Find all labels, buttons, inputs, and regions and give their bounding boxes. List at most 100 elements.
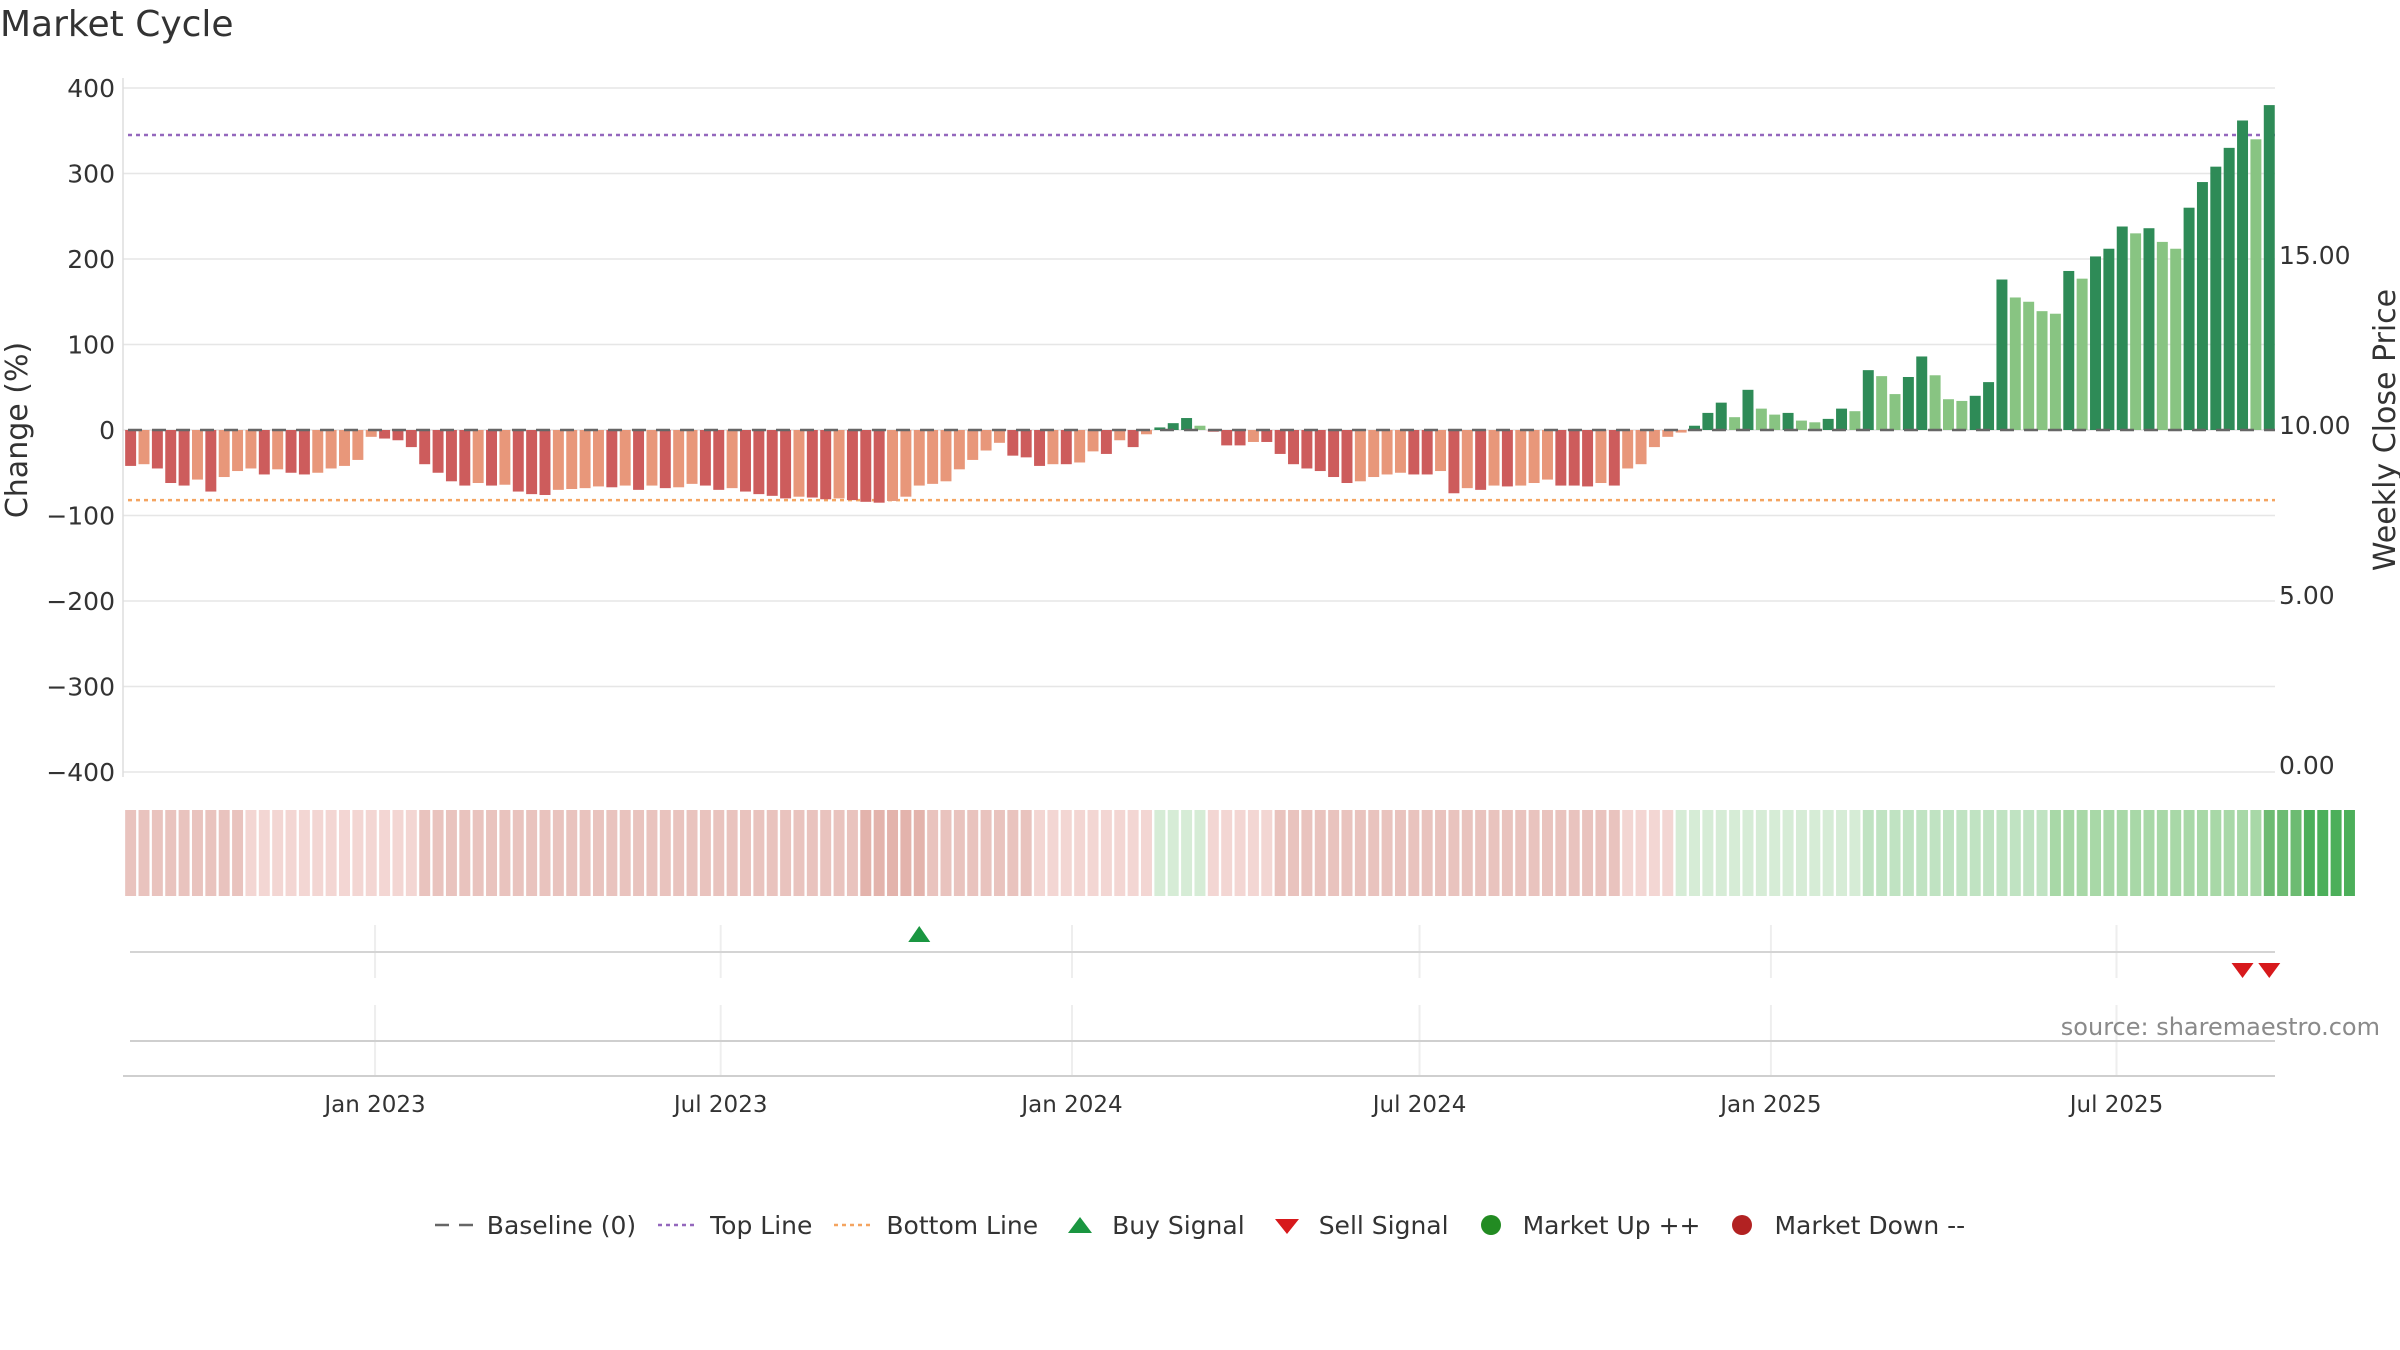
mood-strip-cell — [1154, 810, 1166, 896]
mood-strip-cell — [2237, 810, 2249, 896]
mood-strip-cell — [1408, 810, 1420, 896]
y-tick-label: 300 — [67, 160, 115, 189]
bar — [1622, 430, 1634, 469]
bar — [1956, 400, 1968, 430]
bar — [766, 430, 778, 496]
bar — [2170, 248, 2182, 430]
mood-strip-cell — [1047, 810, 1059, 896]
mood-strip-cell — [900, 810, 912, 896]
mood-strip-cell — [1448, 810, 1460, 896]
bar — [1167, 423, 1179, 430]
x-tick-label: Jul 2023 — [672, 1092, 768, 1118]
mood-strip-cell — [352, 810, 364, 896]
bar — [1007, 430, 1019, 456]
mood-strip-cell — [2183, 810, 2195, 896]
mood-strip-cell — [713, 810, 725, 896]
mood-strip-cell — [1836, 810, 1848, 896]
mood-strip-cell — [726, 810, 738, 896]
legend-item: Bottom Line — [834, 1211, 1038, 1240]
bar — [713, 430, 725, 490]
bar — [2250, 139, 2262, 431]
mood-strip-cell — [2009, 810, 2021, 896]
y-tick-label: −200 — [46, 587, 115, 616]
legend-item: Buy Signal — [1060, 1211, 1245, 1240]
bar — [1515, 430, 1527, 486]
mood-strip-cell — [1528, 810, 1540, 896]
bar — [1421, 430, 1433, 475]
mood-strip-cell — [125, 810, 137, 896]
mood-strip-cell — [1314, 810, 1326, 896]
bar — [1381, 430, 1393, 475]
mood-strip-cell — [392, 810, 404, 896]
mood-strip-cell — [953, 810, 965, 896]
mood-strip-cell — [1675, 810, 1687, 896]
bar — [191, 430, 203, 480]
mood-strip-cell — [2317, 810, 2329, 896]
bar — [1729, 417, 1741, 430]
bar — [205, 430, 217, 492]
bar — [405, 430, 417, 448]
mood-strip-cell — [1034, 810, 1046, 896]
mood-strip-cell — [459, 810, 471, 896]
bar — [1394, 430, 1406, 473]
mood-strip-cell — [2116, 810, 2128, 896]
bar — [1194, 425, 1206, 430]
bar — [1328, 430, 1340, 478]
legend-item: Baseline (0) — [434, 1211, 636, 1240]
mood-strip-cell — [1221, 810, 1233, 896]
mood-strip-cell — [1488, 810, 1500, 896]
mood-strip-cell — [1354, 810, 1366, 896]
bar — [1555, 430, 1567, 486]
mood-strip-cell — [1020, 810, 1032, 896]
mood-strip-cell — [218, 810, 230, 896]
bar — [1181, 418, 1193, 430]
legend-item: Sell Signal — [1267, 1211, 1449, 1240]
mood-strip-cell — [1729, 810, 1741, 896]
mood-strip-cell — [1475, 810, 1487, 896]
dash-line-icon — [434, 1223, 475, 1227]
dotted-line-icon — [658, 1223, 699, 1227]
mood-strip-cell — [2090, 810, 2101, 896]
bar — [1889, 394, 1901, 430]
mood-strip-cell — [1956, 810, 1968, 896]
mood-strip-cell — [1167, 810, 1179, 896]
bar — [606, 430, 618, 488]
mood-strip-cell — [1876, 810, 1888, 896]
bar — [1288, 430, 1300, 465]
mood-strip-cell — [2143, 810, 2155, 896]
mood-strip-cell — [1301, 810, 1313, 896]
bar — [592, 430, 604, 487]
bar — [2263, 105, 2275, 430]
mood-strip-cell — [151, 810, 163, 896]
mood-strip-cell — [980, 810, 992, 896]
mood-strip-cell — [272, 810, 284, 896]
mood-strip-cell — [1742, 810, 1754, 896]
bar — [499, 430, 511, 485]
mood-strip-cell — [2076, 810, 2088, 896]
bar — [2090, 256, 2101, 430]
bar — [512, 430, 524, 492]
bar — [1862, 370, 1874, 430]
bar — [2156, 241, 2168, 430]
mood-strip-cell — [245, 810, 257, 896]
mood-strip-cell — [1261, 810, 1273, 896]
mood-strip-cell — [312, 810, 324, 896]
bar — [686, 430, 698, 484]
bar — [1060, 430, 1072, 465]
bar — [151, 430, 163, 469]
bar — [526, 430, 538, 495]
mood-strip-cell — [566, 810, 578, 896]
mood-strip-cell — [298, 810, 310, 896]
mood-strip-cell — [1501, 810, 1513, 896]
bar — [312, 430, 324, 473]
mood-strip-cell — [365, 810, 377, 896]
bar — [1100, 430, 1112, 454]
bar — [1408, 430, 1420, 475]
mood-strip-cell — [619, 810, 631, 896]
mood-strip-cell — [1809, 810, 1821, 896]
mood-strip-cell — [405, 810, 417, 896]
mood-strip-cell — [1127, 810, 1139, 896]
bar — [2049, 313, 2061, 430]
bar — [1368, 430, 1380, 478]
mood-strip-cell — [1194, 810, 1206, 896]
